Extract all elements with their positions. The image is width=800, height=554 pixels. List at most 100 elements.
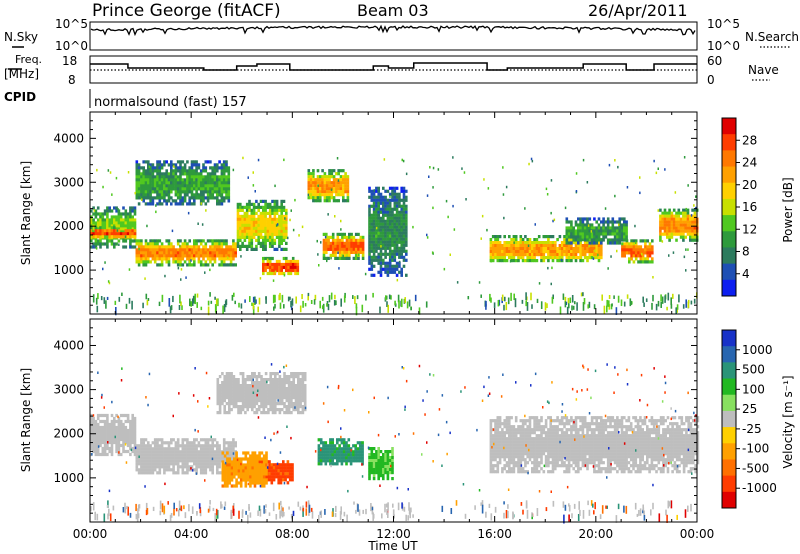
data-cell: [393, 270, 397, 274]
data-cell: [331, 232, 335, 236]
data-cell: [193, 438, 196, 442]
data-cell: [197, 251, 201, 255]
data-cell: [517, 244, 520, 248]
data-cell: [99, 215, 102, 219]
data-cell: [259, 244, 263, 248]
data-cell: [679, 232, 683, 236]
data-cell: [581, 229, 585, 233]
data-cell: [204, 260, 208, 264]
data-cell: [336, 459, 339, 463]
data-cell: [149, 190, 152, 194]
data-cell: [400, 186, 403, 190]
data-cell: [301, 384, 305, 388]
data-cell: [142, 184, 145, 188]
data-cell: [142, 166, 145, 170]
data-cell: [252, 226, 256, 230]
data-cell: [588, 247, 592, 251]
data-cell: [110, 224, 114, 228]
data-cell: [222, 438, 226, 442]
data-cell: [287, 375, 291, 379]
data-cell: [563, 241, 566, 245]
data-cell: [316, 187, 320, 191]
data-cell: [691, 232, 694, 236]
data-cell: [206, 190, 210, 194]
data-cell: [505, 244, 509, 248]
data-cell: [96, 446, 100, 451]
data-cell: [331, 441, 334, 445]
data-cell: [218, 202, 221, 206]
data-cell: [285, 223, 288, 227]
data-cell: [291, 298, 294, 306]
data-cell: [211, 184, 214, 188]
data-cell: [210, 300, 213, 304]
data-cell: [147, 447, 150, 451]
data-cell: [271, 211, 274, 215]
data-cell: [101, 224, 105, 228]
data-cell: [225, 411, 229, 415]
data-cell: [92, 245, 95, 249]
data-cell: [368, 231, 371, 235]
data-cell: [232, 390, 236, 394]
data-cell: [301, 390, 305, 394]
data-cell: [651, 260, 654, 264]
data-cell: [211, 181, 214, 185]
data-cell: [372, 258, 376, 262]
data-cell: [480, 237, 482, 240]
data-cell: [287, 393, 291, 397]
data-cell: [682, 238, 685, 242]
data-cell: [581, 235, 585, 239]
data-cell: [691, 235, 694, 239]
data-cell: [259, 205, 263, 209]
data-cell: [167, 178, 171, 182]
data-cell: [264, 390, 268, 394]
data-cell: [384, 207, 387, 211]
data-cell: [147, 456, 150, 460]
power-data: [90, 156, 699, 316]
freq-label: Freq.: [15, 53, 42, 66]
data-cell: [250, 232, 254, 236]
data-cell: [251, 387, 254, 391]
data-cell: [398, 219, 401, 223]
data-cell: [151, 184, 155, 188]
data-cell: [290, 396, 293, 400]
data-cell: [307, 178, 311, 182]
data-cell: [151, 245, 155, 249]
data-cell: [186, 160, 189, 164]
data-cell: [620, 235, 624, 239]
data-cell: [437, 168, 440, 171]
data-cell: [204, 471, 208, 475]
data-cell: [241, 232, 244, 236]
data-cell: [388, 213, 392, 217]
data-cell: [613, 220, 617, 224]
data-cell: [338, 253, 342, 257]
data-cell: [222, 450, 226, 454]
data-cell: [331, 447, 334, 451]
data-cell: [600, 220, 603, 224]
data-cell: [129, 212, 132, 216]
data-cell: [151, 257, 155, 261]
data-cell: [257, 214, 260, 218]
data-cell: [375, 189, 378, 193]
data-cell: [271, 232, 274, 236]
data-cell: [216, 462, 219, 466]
data-cell: [257, 375, 261, 379]
data-cell: [326, 259, 328, 263]
data-cell: [140, 242, 143, 246]
data-cell: [290, 372, 293, 376]
data-cell: [264, 220, 267, 224]
data-cell: [140, 254, 143, 258]
data-cell: [122, 425, 125, 430]
data-cell: [334, 253, 337, 257]
data-cell: [336, 244, 340, 248]
data-cell: [188, 181, 191, 185]
data-cell: [232, 402, 236, 406]
data-cell: [92, 440, 95, 445]
data-cell: [103, 434, 107, 439]
data-cell: [144, 260, 148, 264]
data-cell: [174, 447, 178, 451]
data-cell: [135, 444, 139, 448]
data-cell: [395, 195, 399, 199]
data-cell: [99, 239, 102, 243]
data-cell: [223, 375, 226, 379]
data-cell: [449, 253, 451, 256]
